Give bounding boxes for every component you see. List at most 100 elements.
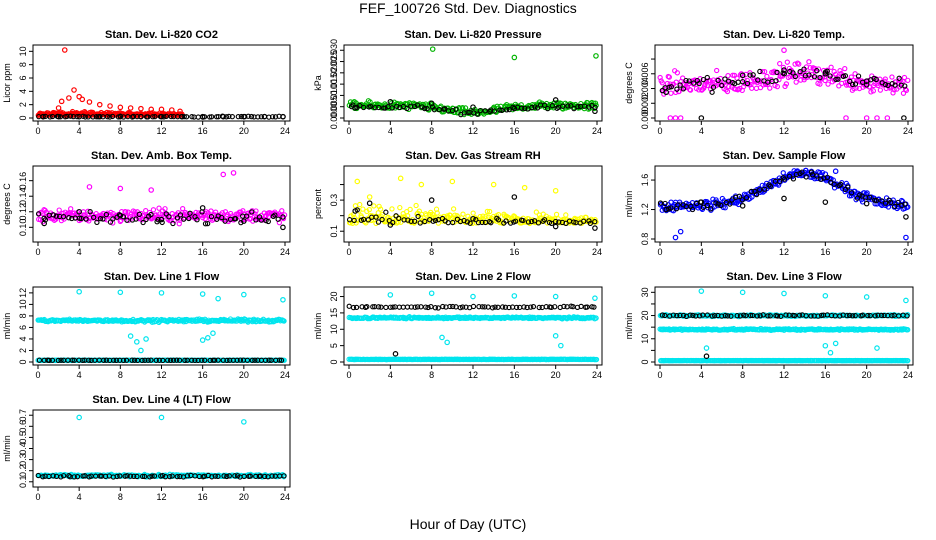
data-point xyxy=(532,104,538,110)
data-point xyxy=(806,72,812,78)
data-point xyxy=(780,170,786,176)
data-point xyxy=(563,212,569,218)
data-point xyxy=(473,216,479,223)
chart-title: Stan. Dev. Line 1 Flow xyxy=(104,271,220,283)
data-point xyxy=(668,90,674,96)
points-layer xyxy=(657,47,911,120)
x-tick-label: 8 xyxy=(740,370,745,380)
x-tick-label: 12 xyxy=(468,247,478,257)
data-point xyxy=(781,176,788,182)
data-point xyxy=(247,473,253,479)
data-point xyxy=(199,113,206,120)
data-point xyxy=(430,218,436,224)
data-point xyxy=(142,357,148,363)
data-point xyxy=(428,197,435,203)
points-layer xyxy=(346,46,599,118)
y-tick-label: 10 xyxy=(329,324,339,334)
data-point xyxy=(719,82,725,89)
data-point xyxy=(525,219,532,225)
data-point xyxy=(811,74,818,80)
data-point xyxy=(35,211,42,217)
y-tick-label: 0.000 xyxy=(640,107,650,130)
x-tick-label: 24 xyxy=(280,247,290,257)
data-point xyxy=(524,304,530,311)
data-point xyxy=(757,84,764,91)
data-point xyxy=(107,219,114,225)
data-point xyxy=(114,473,120,480)
data-point xyxy=(276,357,283,363)
data-point xyxy=(163,211,169,217)
data-point xyxy=(666,74,672,80)
data-point xyxy=(411,103,418,110)
data-point xyxy=(351,217,357,224)
x-tick-label: 4 xyxy=(77,492,82,502)
data-point xyxy=(422,218,428,225)
data-point xyxy=(852,81,859,87)
data-point xyxy=(364,304,370,310)
x-tick-label: 24 xyxy=(280,126,290,136)
data-point xyxy=(58,474,64,480)
data-point xyxy=(224,473,230,480)
x-tick-label: 8 xyxy=(118,247,123,257)
data-point xyxy=(892,203,898,210)
data-point xyxy=(511,293,518,299)
data-point xyxy=(499,304,506,310)
data-point xyxy=(530,303,537,310)
data-point xyxy=(161,114,167,120)
data-point xyxy=(226,473,232,479)
data-point xyxy=(548,220,555,227)
data-point xyxy=(528,304,534,310)
data-point xyxy=(136,211,142,217)
data-point xyxy=(747,72,753,78)
data-point xyxy=(272,212,278,218)
data-point xyxy=(748,188,754,195)
points-layer xyxy=(35,414,287,480)
data-point xyxy=(61,216,67,222)
data-point xyxy=(808,313,814,319)
data-point xyxy=(279,208,285,214)
data-point xyxy=(677,312,683,319)
data-point xyxy=(668,205,674,211)
data-point xyxy=(722,312,728,319)
data-point xyxy=(534,105,541,111)
data-point xyxy=(209,474,215,480)
data-point xyxy=(120,357,127,364)
data-point xyxy=(96,101,103,108)
x-tick-label: 4 xyxy=(699,126,704,136)
data-point xyxy=(901,74,908,81)
data-point xyxy=(53,213,59,219)
data-point xyxy=(241,473,247,479)
data-point xyxy=(156,357,163,363)
data-point xyxy=(352,208,359,214)
data-point xyxy=(803,313,809,319)
data-point xyxy=(863,78,870,84)
data-point xyxy=(680,86,686,92)
data-point xyxy=(487,208,493,215)
data-point xyxy=(212,357,218,363)
data-point xyxy=(491,108,498,114)
data-point xyxy=(41,220,47,227)
data-point xyxy=(552,333,559,339)
data-point xyxy=(35,472,41,479)
data-point xyxy=(373,214,379,220)
data-point xyxy=(759,182,765,188)
y-tick-label: 8 xyxy=(18,62,28,67)
data-point xyxy=(506,106,512,113)
data-point xyxy=(872,313,878,319)
y-axis-label: kPa xyxy=(313,75,323,91)
x-tick-label: 0 xyxy=(346,126,351,136)
data-point xyxy=(133,216,139,222)
data-point xyxy=(852,71,858,77)
data-point xyxy=(791,312,798,319)
data-point xyxy=(522,105,528,111)
data-point xyxy=(767,313,773,319)
data-point xyxy=(659,80,665,86)
data-point xyxy=(83,216,89,222)
data-point xyxy=(818,312,825,319)
data-point xyxy=(183,211,190,217)
data-point xyxy=(41,357,47,363)
data-point xyxy=(131,473,137,479)
plot-frame xyxy=(343,165,603,243)
data-point xyxy=(444,339,450,346)
